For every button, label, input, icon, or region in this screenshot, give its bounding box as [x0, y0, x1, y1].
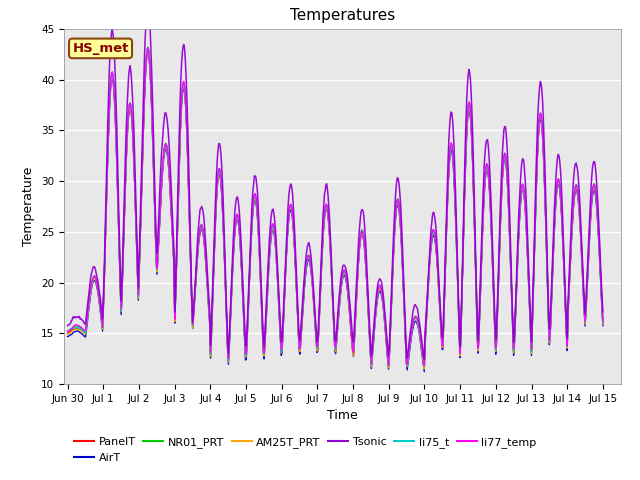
X-axis label: Time: Time: [327, 409, 358, 422]
Legend: PanelT, AirT, NR01_PRT, AM25T_PRT, Tsonic, li75_t, li77_temp: PanelT, AirT, NR01_PRT, AM25T_PRT, Tsoni…: [70, 433, 541, 467]
Y-axis label: Temperature: Temperature: [22, 167, 35, 246]
Text: HS_met: HS_met: [72, 42, 129, 55]
Title: Temperatures: Temperatures: [290, 9, 395, 24]
